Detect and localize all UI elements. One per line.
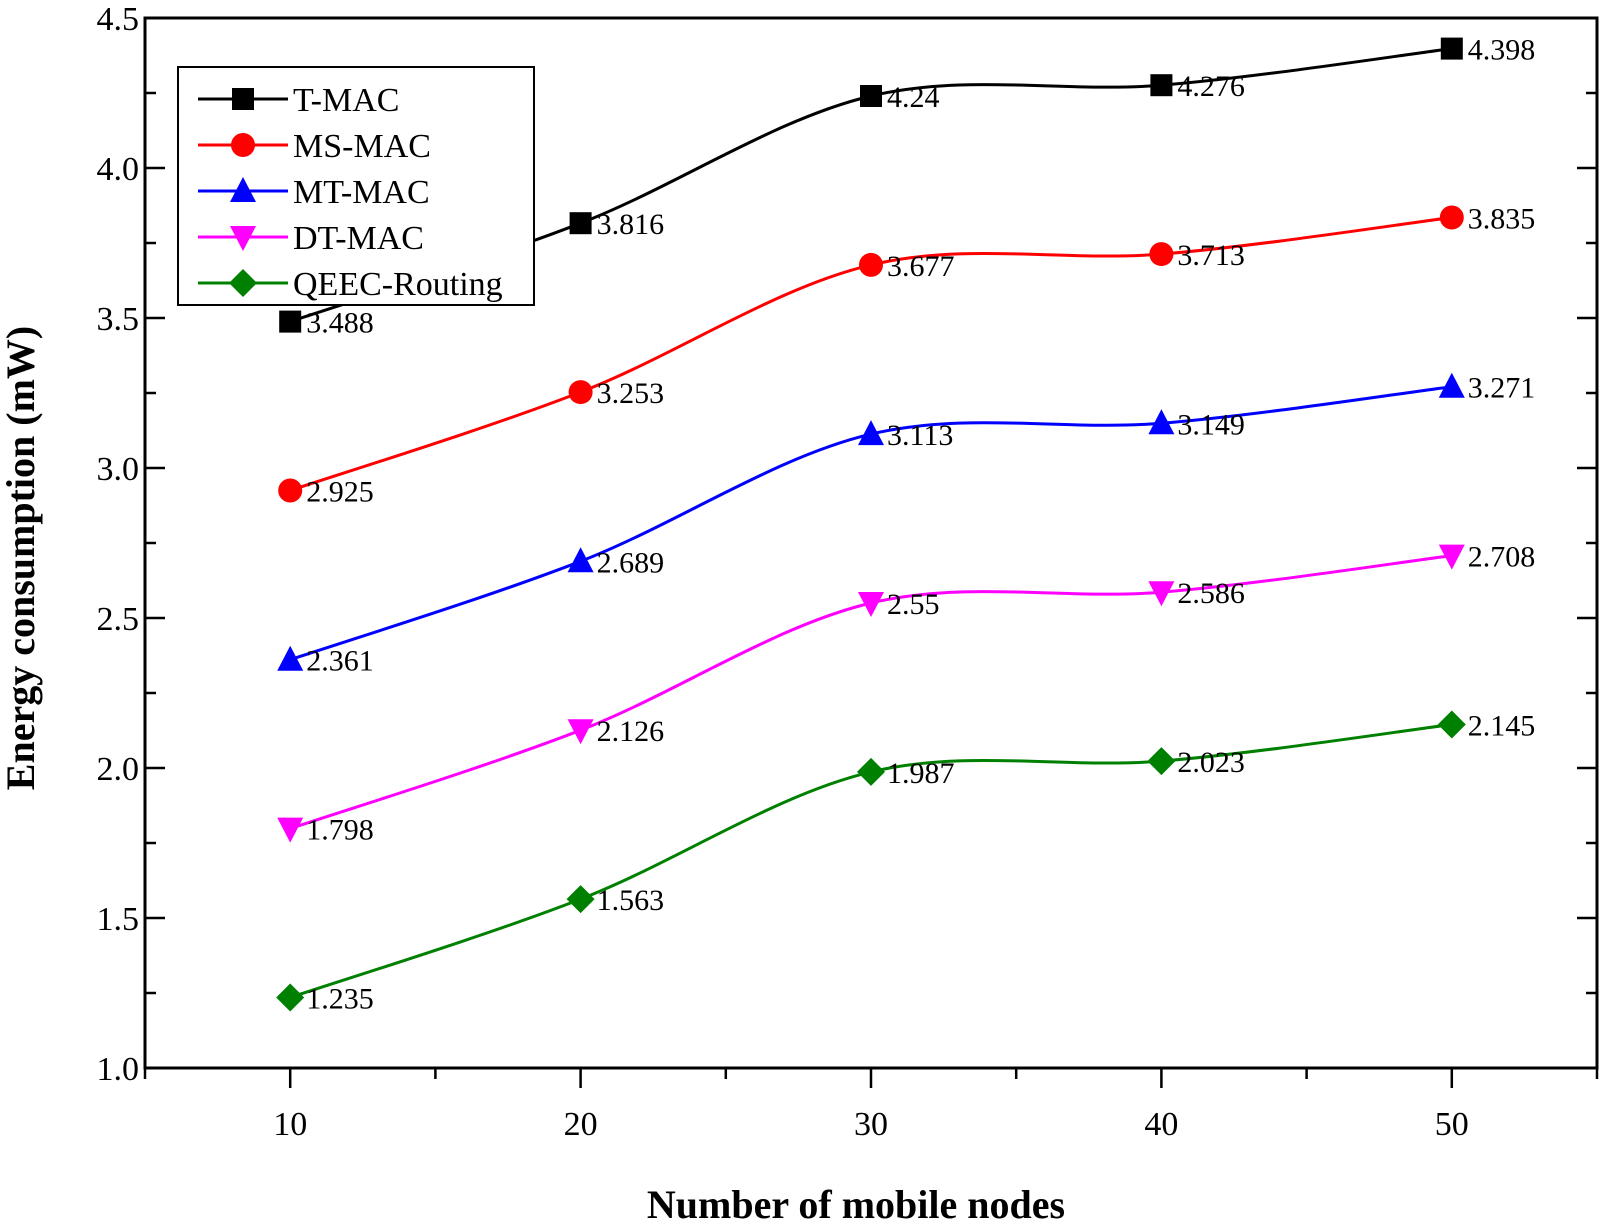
data-label: 2.55 [887, 588, 940, 621]
data-point-marker [277, 817, 304, 843]
legend-marker [230, 226, 256, 251]
legend: T-MAC MS-MAC MT-MAC DT-MAC QEEC-Routing [177, 66, 535, 306]
legend-label: DT-MAC [293, 220, 424, 257]
legend-marker [232, 88, 254, 110]
data-point-marker [277, 645, 304, 671]
data-point-marker [858, 592, 884, 617]
data-point-marker [567, 547, 594, 573]
legend-label: MT-MAC [293, 174, 430, 211]
data-point-marker [859, 252, 883, 277]
data-label: 1.235 [306, 983, 374, 1016]
data-point-marker [1437, 710, 1466, 739]
y-axis: 1.0 1.5 2.0 2.5 3.0 3.5 4.0 4.5 [97, 1, 1597, 1088]
x-axis-title: Number of mobile nodes [647, 1182, 1065, 1225]
data-label: 3.713 [1177, 239, 1245, 272]
data-label: 2.145 [1468, 710, 1536, 743]
data-point-marker [1438, 544, 1465, 570]
data-point-marker [1148, 581, 1175, 607]
legend-item: T-MAC [198, 82, 399, 119]
data-label: 3.113 [887, 419, 953, 452]
data-point-marker [858, 420, 884, 446]
data-label: 4.276 [1177, 70, 1245, 103]
legend-marker [229, 269, 257, 297]
data-label: 3.488 [306, 307, 374, 340]
series-ms-mac: 2.925 3.253 3.677 3.713 3.835 [278, 203, 1535, 509]
data-label: 2.708 [1468, 541, 1536, 574]
x-tick-label: 20 [564, 1106, 598, 1143]
legend-item: MT-MAC [198, 174, 430, 211]
y-tick-label: 1.5 [97, 901, 140, 938]
data-point-marker [1440, 37, 1463, 60]
data-label: 3.835 [1468, 203, 1536, 236]
data-point-marker [1150, 74, 1173, 97]
data-label: 1.563 [597, 884, 665, 917]
data-label: 2.689 [597, 546, 665, 579]
data-point-marker [276, 983, 305, 1012]
y-tick-label: 2.0 [97, 751, 140, 788]
x-axis: 10 20 30 40 50 [143, 1068, 1599, 1143]
series-layer: 3.488 3.816 4.24 4.276 4.398 2.925 3.253 3.677 3… [276, 34, 1535, 1016]
data-point-marker [857, 757, 885, 786]
data-label: 4.398 [1468, 34, 1536, 67]
data-point-marker [860, 85, 882, 107]
data-point-marker [1439, 205, 1464, 230]
y-tick-label: 1.0 [97, 1051, 140, 1088]
data-point-marker [1438, 372, 1465, 398]
legend-item: MS-MAC [198, 128, 431, 165]
data-point-marker [279, 310, 302, 333]
data-label: 3.253 [597, 377, 665, 410]
x-tick-label: 10 [273, 1106, 307, 1143]
data-point-marker [1147, 747, 1176, 776]
data-point-marker [569, 212, 592, 235]
y-tick-label: 2.5 [97, 601, 140, 638]
y-tick-label: 4.0 [97, 151, 140, 188]
y-tick-label: 3.0 [97, 451, 140, 488]
x-tick-label: 50 [1435, 1106, 1469, 1143]
data-label: 2.361 [306, 645, 374, 678]
data-point-marker [568, 380, 593, 405]
series-qeec-routing: 1.235 1.563 1.987 2.023 2.145 [276, 710, 1535, 1016]
data-label: 4.24 [887, 81, 940, 114]
x-tick-label: 30 [854, 1106, 888, 1143]
data-label: 3.149 [1177, 408, 1245, 441]
y-tick-label: 4.5 [97, 1, 140, 38]
data-label: 3.271 [1468, 372, 1536, 405]
legend-label: T-MAC [293, 82, 399, 119]
data-point-marker [1148, 409, 1175, 435]
data-label: 2.925 [306, 476, 374, 509]
data-label: 3.677 [887, 250, 955, 283]
data-label: 2.023 [1177, 746, 1245, 779]
data-point-marker [1149, 242, 1174, 267]
legend-label: MS-MAC [293, 128, 431, 165]
legend-label: QEEC-Routing [293, 266, 503, 303]
series-dt-mac: 1.798 2.126 2.55 2.586 2.708 [277, 541, 1535, 847]
x-tick-label: 40 [1144, 1106, 1178, 1143]
data-label: 1.798 [306, 814, 374, 847]
data-label: 3.816 [597, 208, 665, 241]
legend-item: DT-MAC [198, 220, 424, 257]
legend-item: QEEC-Routing [198, 266, 503, 303]
legend-marker [231, 133, 255, 157]
y-axis-title: Energy consumption (mW) [0, 326, 43, 790]
data-point-marker [567, 719, 594, 745]
data-point-marker [278, 478, 303, 503]
series-mt-mac: 2.361 2.689 3.113 3.149 3.271 [277, 372, 1535, 678]
y-tick-label: 3.5 [97, 301, 140, 338]
data-point-marker [566, 885, 595, 914]
legend-marker [230, 177, 256, 202]
data-label: 2.586 [1177, 577, 1245, 610]
data-label: 2.126 [597, 715, 665, 748]
data-label: 1.987 [887, 757, 955, 790]
